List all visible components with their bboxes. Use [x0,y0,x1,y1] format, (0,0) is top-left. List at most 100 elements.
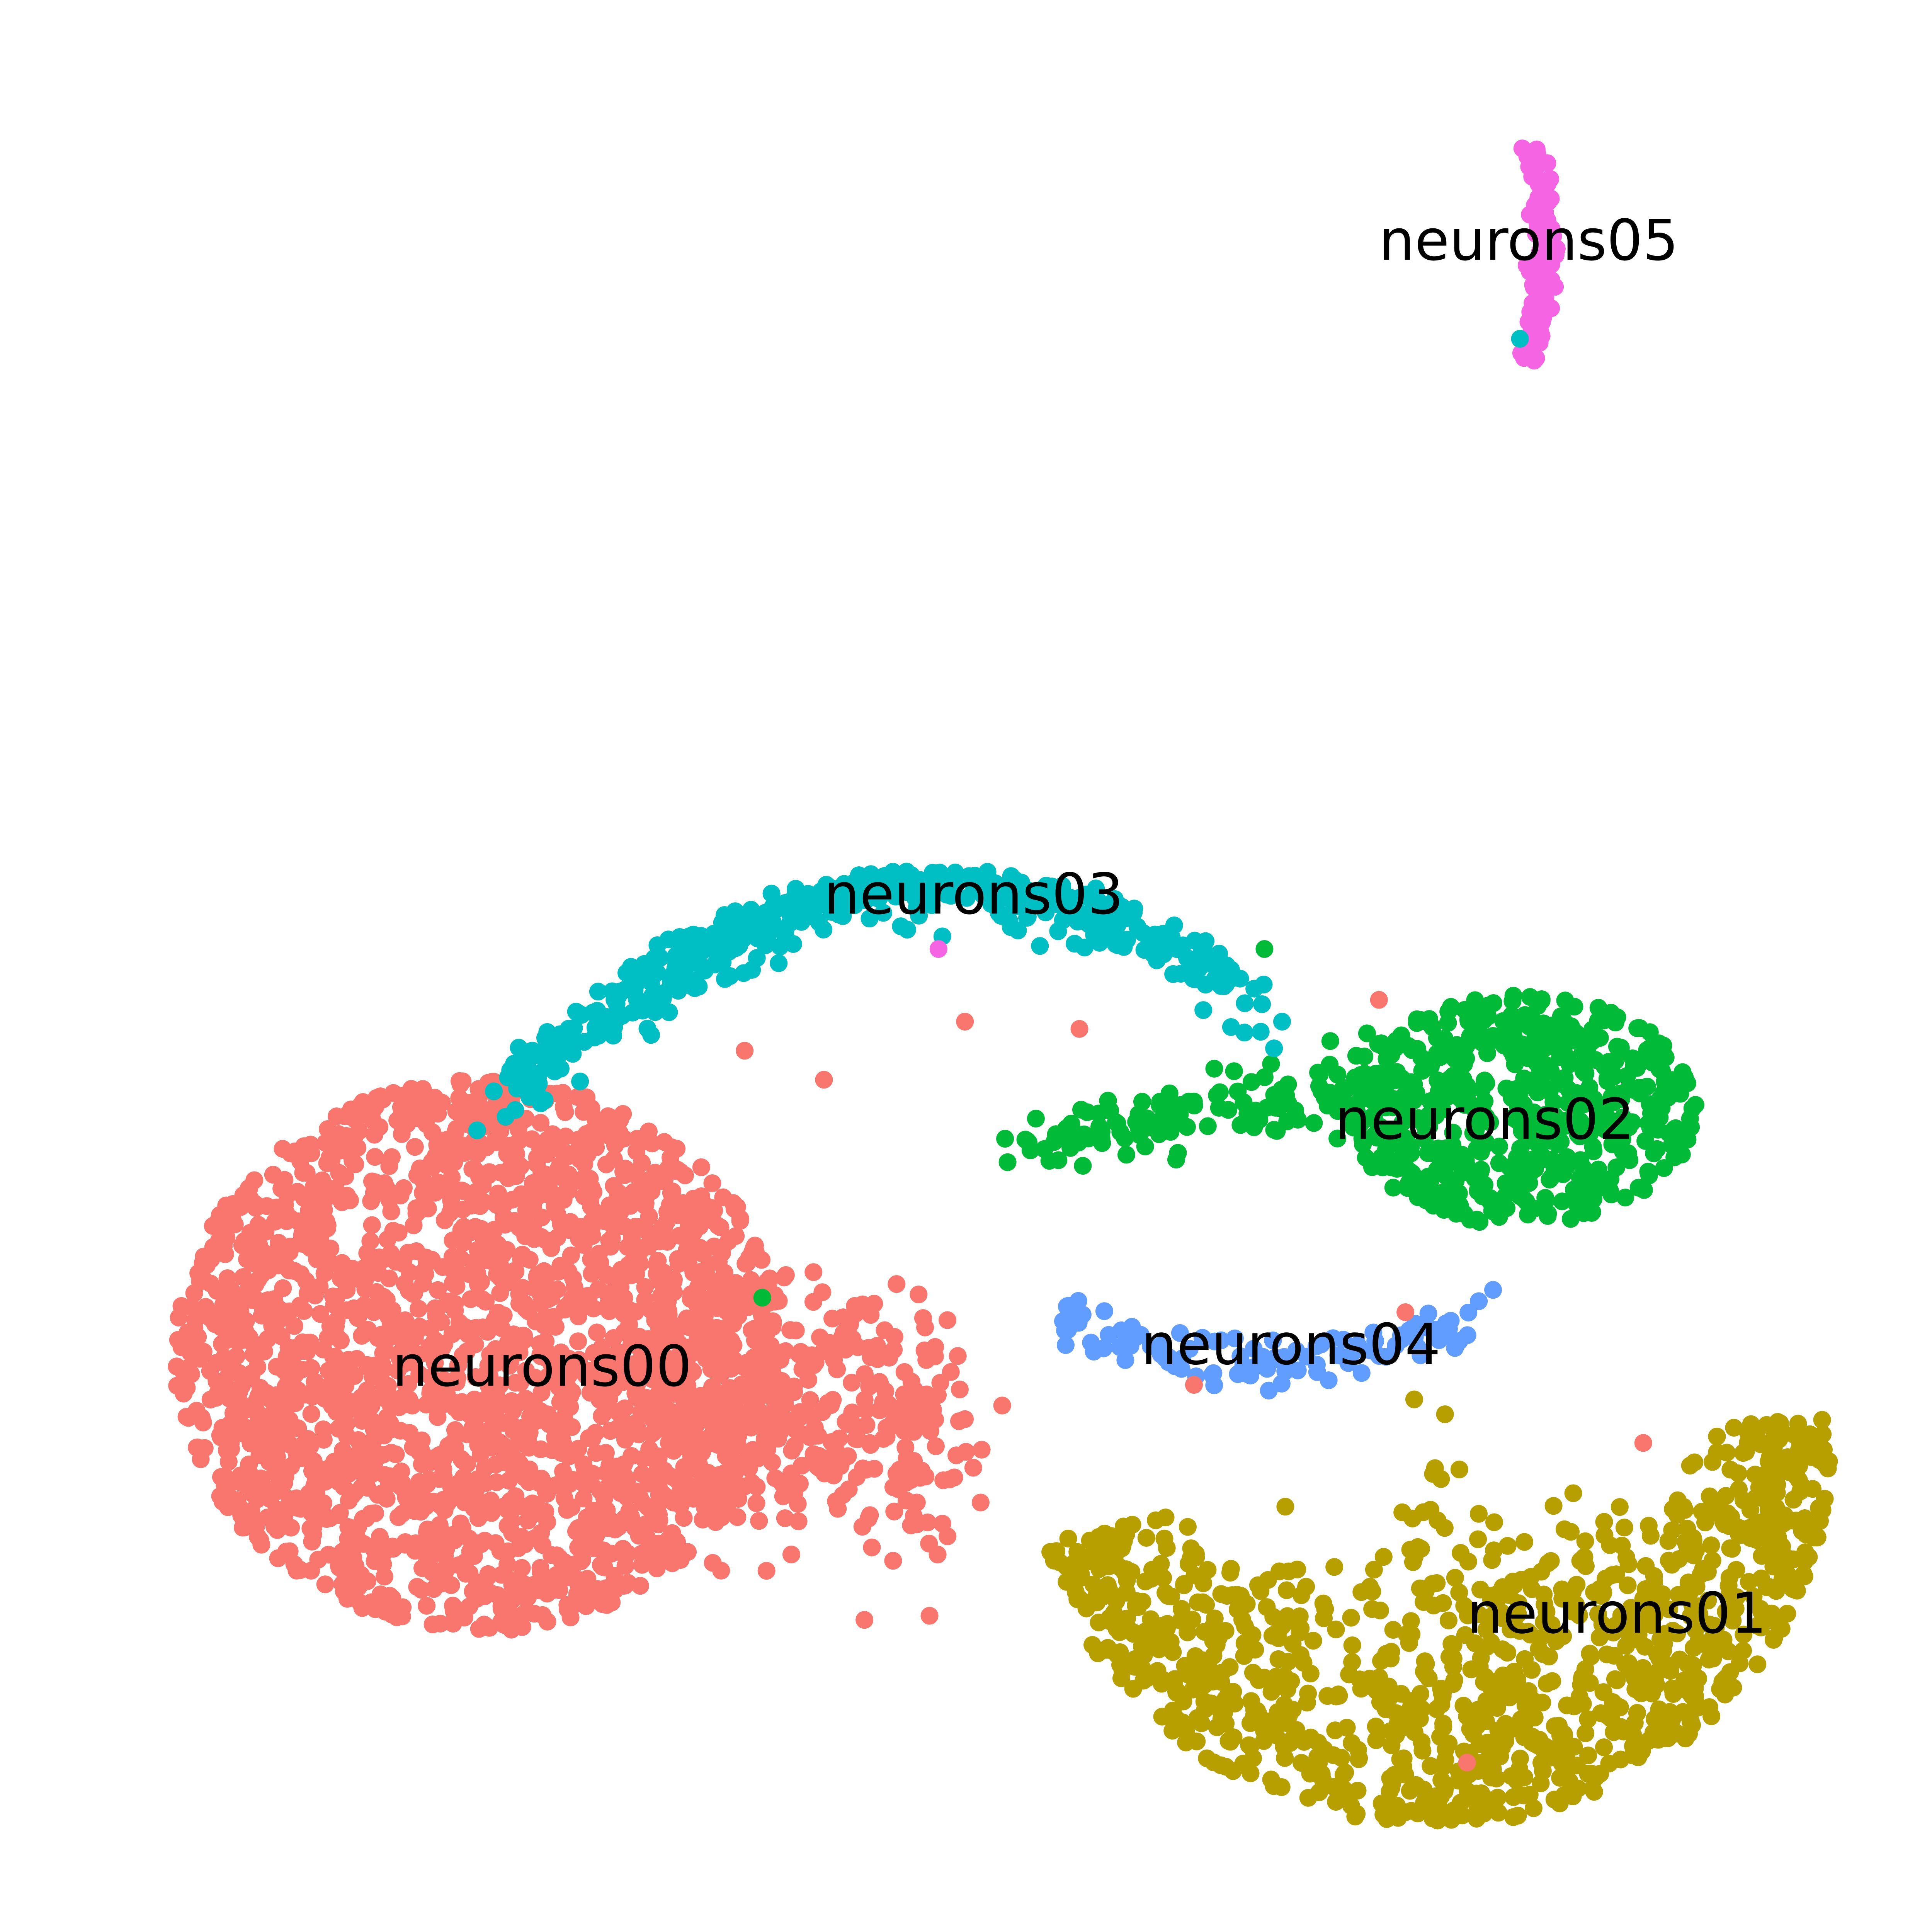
neurons00-point [871,1373,888,1391]
neurons00-point [226,1215,244,1233]
neurons00-point [495,1452,513,1471]
neurons00-point [434,1131,452,1150]
neurons01-point [1276,1498,1294,1516]
neurons02-point [1660,1124,1678,1142]
neurons04-point [1264,1332,1282,1349]
neurons00-point [727,1306,745,1323]
neurons03-point [1236,994,1254,1012]
neurons02-point [1682,1118,1700,1136]
neurons01-point [1270,1562,1289,1580]
neurons01-point [1595,1513,1613,1531]
neurons00-point [230,1364,248,1382]
neurons01-point [1639,1599,1657,1617]
neurons00-point [444,1526,463,1544]
neurons00-point [848,1468,866,1486]
neurons00-point [709,1432,727,1450]
neurons01-point [1282,1672,1300,1690]
neurons01-point [1554,1627,1572,1645]
neurons01-point [1242,1737,1260,1755]
neurons01-point [1660,1551,1678,1570]
neurons00-point [940,1470,959,1488]
neurons00-point [743,1321,761,1339]
neurons00-point [705,1201,723,1219]
neurons01-point [1816,1490,1834,1508]
neurons00-point [724,1473,742,1491]
neurons00-point [387,1445,405,1463]
neurons01-point [1564,1484,1582,1502]
neurons00-point [534,1311,552,1329]
neurons02-point [1366,1111,1384,1129]
neurons01-point [1805,1439,1823,1456]
neurons00-point [211,1305,230,1323]
neurons00-point [332,1332,350,1350]
neurons00-point [766,1469,784,1487]
neurons00-point [425,1580,443,1598]
neurons00-point [619,1483,637,1501]
neurons00-point [865,1294,883,1313]
neurons00-point [488,1437,506,1456]
neurons00-point [917,1468,935,1486]
neurons00-point [447,1102,465,1121]
neurons01-point [1782,1463,1800,1481]
neurons00-point [193,1408,211,1427]
neurons00-point [366,1148,384,1166]
neurons02-point [1602,1185,1621,1204]
neurons00-point [692,1187,710,1205]
neurons00-point [333,1193,351,1211]
neurons00-point [414,1080,432,1098]
neurons00-point [743,1249,762,1267]
neurons00-point [442,1576,460,1594]
neurons01-point [1752,1602,1770,1621]
neurons01-point [1649,1731,1667,1749]
neurons01-point [1179,1518,1197,1536]
neurons01-point [1485,1685,1503,1704]
neurons03-point [1036,892,1054,910]
neurons00-point [609,1184,627,1202]
neurons00-point [335,1478,353,1496]
neurons02-point [1631,1051,1649,1070]
neurons00-point [281,1243,299,1261]
neurons01-point [1469,1505,1488,1523]
neurons02-point [1459,1012,1478,1030]
neurons00-point [811,1328,829,1347]
neurons00-point [845,1417,864,1435]
neurons02-point [1231,1116,1250,1134]
neurons01-point [1624,1737,1642,1755]
neurons01-point [1670,1650,1689,1668]
neurons03-point [902,866,920,884]
neurons02-point [1211,1083,1229,1101]
neurons01-point [1636,1638,1654,1656]
neurons00-point [501,1144,519,1162]
neurons02-point [1393,1089,1411,1107]
neurons00-point [543,1283,561,1301]
neurons00-point [633,1465,651,1483]
neurons01-point [1126,1658,1144,1676]
neurons01-point [1595,1738,1613,1756]
neurons01-point [1719,1642,1737,1660]
neurons00-point [399,1243,417,1262]
neurons02-point [1526,1016,1544,1034]
neurons00-point [843,1374,861,1392]
neurons03-point [874,904,892,922]
neurons00-point [262,1437,280,1455]
neurons00-point [397,1111,415,1129]
neurons01-point [1708,1443,1726,1461]
neurons00-point [723,1440,741,1458]
neurons01-point [1689,1699,1707,1717]
neurons00-point [612,1202,630,1221]
neurons01-point [1058,1573,1076,1591]
neurons01-point [1334,1766,1352,1784]
neurons00-point [543,1441,561,1459]
neurons00-point [450,1089,468,1107]
neurons00-point [701,1395,719,1413]
neurons01-point [1124,1680,1142,1698]
neurons01-point [1177,1719,1195,1737]
neurons00-point [874,1430,892,1448]
neurons00-point [476,1366,494,1384]
neurons02-point [1305,1114,1323,1132]
neurons03-point [854,881,872,900]
neurons00-point [776,1509,794,1527]
neurons00-point [480,1166,498,1184]
neurons00-point [491,1284,509,1302]
neurons01-point [1595,1526,1614,1544]
